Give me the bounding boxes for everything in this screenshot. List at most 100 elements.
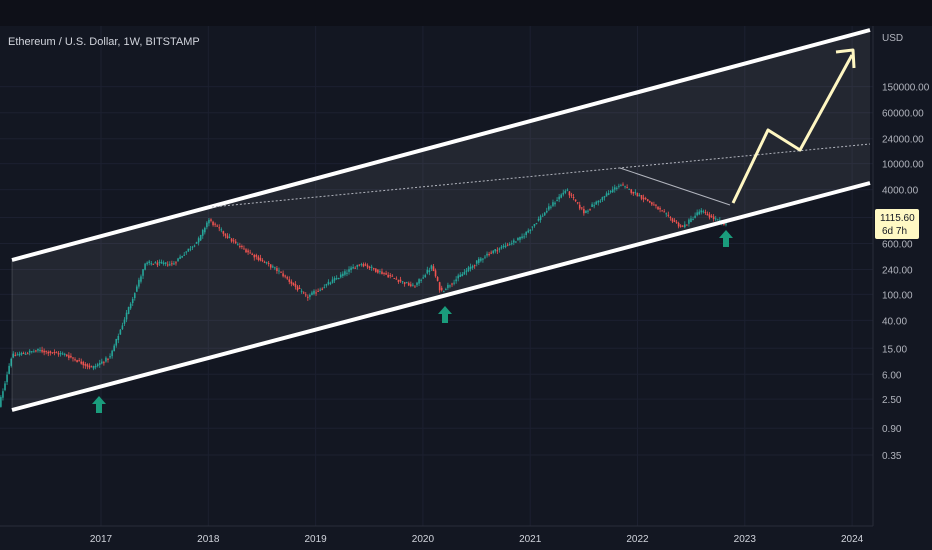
candle-body [307,296,309,298]
time-axis[interactable] [0,526,932,550]
candle-body [473,265,476,267]
candle-body [20,352,23,355]
candle-body [622,184,624,186]
candle-body [311,292,313,295]
candle-body [498,248,501,250]
price-tick-label: 600.00 [882,240,913,251]
candle-body [146,262,148,265]
candle-body [47,351,50,354]
candle-body [702,211,705,213]
candle-body [523,236,525,238]
price-tick-label: 24000.00 [882,135,924,146]
candle-body [620,185,622,187]
candle-body [372,268,375,270]
candle-body [210,219,212,221]
candle-body [282,273,284,277]
candle-body [430,265,433,269]
candle-body [138,279,140,287]
candle-body [16,354,19,356]
candle-body [251,253,253,255]
candle-body [545,210,548,213]
candle-body [642,197,645,200]
candle-body [541,215,544,217]
candle-body [403,282,406,285]
candle-body [401,281,404,283]
candle-body [548,206,550,210]
candle-body [506,244,509,246]
candle-body [576,202,579,204]
candle-body [335,278,338,280]
candle-body [0,397,2,407]
price-tick-label: 100.00 [882,290,913,301]
candle-body [272,266,274,268]
candle-body [657,206,659,210]
candle-body [465,270,468,273]
candle-body [397,279,400,283]
candle-body [375,268,377,272]
candle-body [96,364,99,367]
price-axis[interactable] [873,26,932,526]
candle-body [616,187,618,189]
candle-body [638,195,641,197]
candle-body [8,365,10,374]
candle-body [447,284,449,288]
candle-body [164,262,167,264]
candle-body [123,319,126,324]
candle-body [354,267,356,269]
candle-body [249,252,251,254]
candle-body [519,236,521,240]
candle-body [700,210,703,213]
candle-body [360,264,363,266]
candle-body [197,238,200,243]
candle-body [263,261,266,263]
symbol-title: Ethereum / U.S. Dollar, 1W, BITSTAMP [8,36,200,48]
candle-body [665,213,668,215]
candle-body [539,216,542,220]
candle-body [55,352,58,354]
candle-body [61,353,64,355]
candle-body [471,265,474,268]
candle-body [533,223,536,227]
candle-body [309,294,311,297]
candle-body [243,248,245,250]
candle-body [543,212,546,216]
time-tick-label: 2019 [304,534,327,545]
current-price-tag: 1115.60 6d 7h [875,209,919,239]
candle-body [463,272,466,275]
candle-body [37,348,39,351]
projection-arrowhead [835,48,856,69]
candle-body [607,192,610,196]
candle-body [294,284,297,287]
candle-body [232,240,235,242]
candle-body [175,262,177,264]
candle-body [449,285,451,287]
candle-body [220,229,223,231]
candle-body [370,266,373,268]
candle-body [57,353,60,355]
candle-body [589,208,591,210]
candle-body [342,273,344,277]
candle-body [570,194,573,196]
price-tick-label: 60000.00 [882,109,924,120]
candle-body [500,246,503,249]
candle-body [201,229,204,236]
candle-body [329,282,332,284]
candle-body [609,190,612,193]
candle-body [136,286,138,292]
candle-body [624,186,626,188]
price-tick-label: 4000.00 [882,186,919,197]
candle-body [144,263,146,270]
descending-trendline [619,167,731,206]
upper-channel-line [11,28,871,262]
candle-body [12,353,15,358]
candle-body [4,383,6,391]
candle-body [560,194,562,198]
candle-body [265,262,268,264]
candle-body [35,350,37,352]
candle-body [127,307,130,314]
candle-body [558,196,560,200]
candle-body [257,256,260,261]
candle-body [346,272,348,274]
